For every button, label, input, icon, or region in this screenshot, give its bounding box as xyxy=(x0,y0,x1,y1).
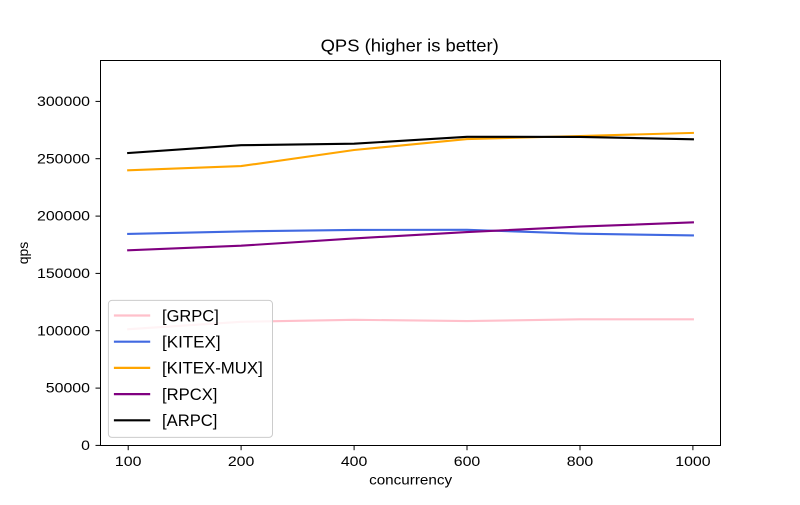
svg-text:250000: 250000 xyxy=(37,150,90,166)
svg-text:[GRPC]: [GRPC] xyxy=(162,307,219,325)
svg-text:QPS (higher is better): QPS (higher is better) xyxy=(321,35,499,55)
svg-text:[KITEX]: [KITEX] xyxy=(162,334,221,352)
svg-text:200000: 200000 xyxy=(37,208,90,224)
svg-text:[KITEX-MUX]: [KITEX-MUX] xyxy=(162,360,263,378)
svg-text:100: 100 xyxy=(115,453,142,469)
svg-text:qps: qps xyxy=(15,242,31,265)
svg-text:concurrency: concurrency xyxy=(369,471,452,487)
svg-text:200: 200 xyxy=(228,453,255,469)
svg-text:[ARPC]: [ARPC] xyxy=(162,412,217,430)
svg-text:800: 800 xyxy=(567,453,594,469)
svg-text:600: 600 xyxy=(454,453,481,469)
svg-text:[RPCX]: [RPCX] xyxy=(162,386,217,404)
svg-text:400: 400 xyxy=(341,453,368,469)
svg-text:300000: 300000 xyxy=(37,93,90,109)
svg-text:150000: 150000 xyxy=(37,265,90,281)
svg-text:0: 0 xyxy=(81,437,90,453)
svg-text:100000: 100000 xyxy=(37,322,90,338)
svg-text:50000: 50000 xyxy=(46,380,90,396)
svg-text:1000: 1000 xyxy=(675,453,711,469)
